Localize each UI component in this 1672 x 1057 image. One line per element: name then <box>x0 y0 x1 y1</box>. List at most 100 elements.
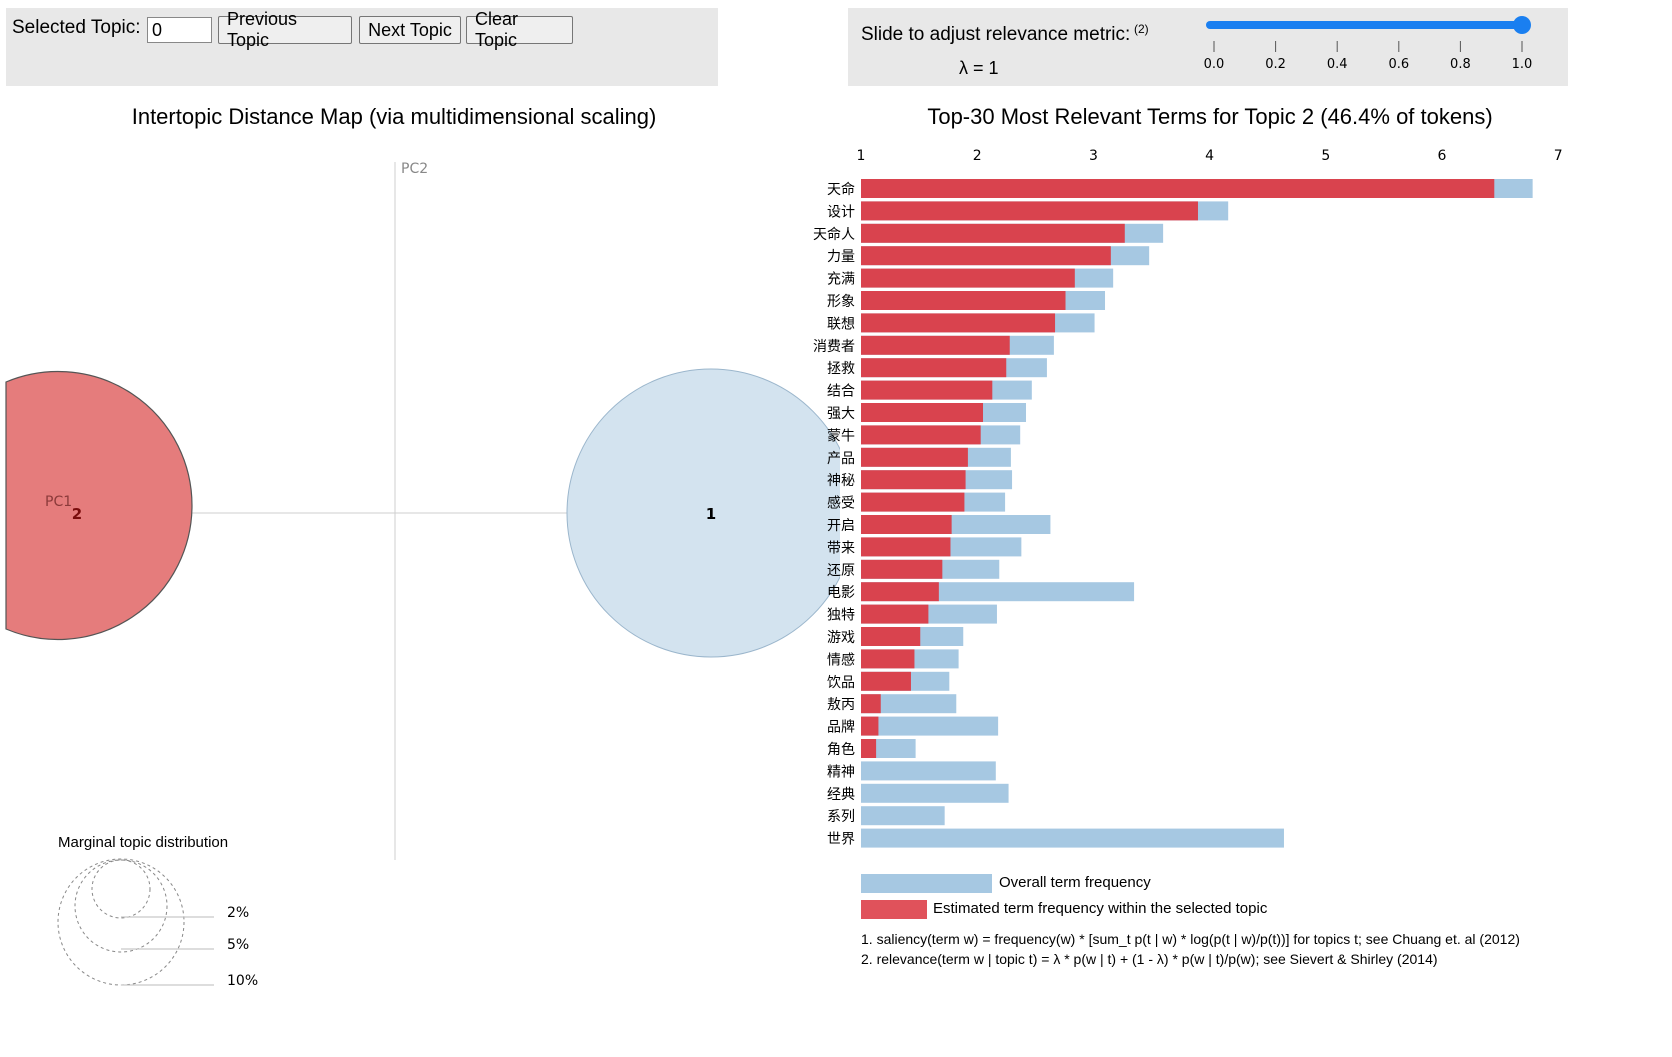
term-label[interactable]: 感受 <box>827 495 855 512</box>
x-tick-label: 2 <box>973 148 982 164</box>
term-label[interactable]: 形象 <box>827 294 855 310</box>
term-label[interactable]: 品牌 <box>827 719 855 736</box>
topic-circle-2[interactable] <box>5 370 193 641</box>
bar-overall[interactable] <box>861 806 945 826</box>
x-tick-label: 5 <box>1321 148 1330 164</box>
term-label[interactable]: 游戏 <box>827 630 855 646</box>
bar-overall[interactable] <box>861 761 996 781</box>
marginal-distribution-legend: 2% 5% 10% <box>57 858 258 989</box>
relevance-slider-panel: Slide to adjust relevance metric: (2) λ … <box>848 8 1568 86</box>
bar-topic[interactable] <box>861 470 966 490</box>
topic-label-1: 1 <box>706 505 716 523</box>
term-label[interactable]: 蒙牛 <box>827 428 855 444</box>
term-label[interactable]: 产品 <box>827 451 855 467</box>
bar-topic[interactable] <box>861 403 984 422</box>
bar-topic[interactable] <box>861 335 1010 355</box>
bar-topic[interactable] <box>861 179 1495 198</box>
marginal-circle-small <box>91 859 151 919</box>
bar-topic[interactable] <box>861 649 915 669</box>
legend-swatch-topic <box>861 900 927 919</box>
bar-overall[interactable] <box>861 694 957 714</box>
term-label[interactable]: 角色 <box>827 741 855 758</box>
pc1-label: PC1 <box>45 494 72 510</box>
legend-label-topic: Estimated term frequency within the sele… <box>933 900 1268 917</box>
bar-topic[interactable] <box>861 268 1075 288</box>
legend-swatch-overall <box>861 874 992 893</box>
marginal-label-2: 2% <box>227 905 249 921</box>
bar-topic[interactable] <box>861 380 993 400</box>
x-tick-label: 7 <box>1554 148 1563 164</box>
relevance-slider[interactable]: 0.0 0.2 0.4 0.6 0.8 1.0 <box>1198 8 1568 86</box>
bar-overall[interactable] <box>861 783 1009 803</box>
term-label[interactable]: 经典 <box>827 787 855 803</box>
term-label[interactable]: 饮品 <box>827 675 855 691</box>
term-label[interactable]: 消费者 <box>813 339 855 355</box>
bar-topic[interactable] <box>861 739 877 758</box>
bar-topic[interactable] <box>861 537 951 557</box>
term-label[interactable]: 天命 <box>827 181 855 198</box>
term-label[interactable]: 力量 <box>827 249 855 265</box>
selected-topic-input[interactable] <box>147 17 212 43</box>
term-label[interactable]: 电影 <box>827 585 855 601</box>
slider-tick-label: 0.4 <box>1327 57 1348 72</box>
bar-topic[interactable] <box>861 201 1198 221</box>
bar-topic[interactable] <box>861 492 965 512</box>
bar-topic[interactable] <box>861 694 881 714</box>
bar-topic[interactable] <box>861 627 921 646</box>
bar-overall[interactable] <box>861 828 1284 848</box>
slider-tick-label: 0.8 <box>1450 57 1471 72</box>
term-label[interactable]: 情感 <box>827 651 855 668</box>
lambda-value-text: λ = 1 <box>959 58 999 78</box>
bar-topic[interactable] <box>861 559 943 579</box>
term-label[interactable]: 天命人 <box>813 226 855 243</box>
term-label[interactable]: 还原 <box>827 563 855 579</box>
topic-control-panel: Selected Topic: Previous Topic Next Topi… <box>6 8 718 86</box>
marginal-distribution-title: Marginal topic distribution <box>58 834 229 851</box>
bar-topic[interactable] <box>861 246 1111 266</box>
bar-topic[interactable] <box>861 223 1125 243</box>
term-label[interactable]: 敖丙 <box>827 697 855 713</box>
slider-thumb[interactable] <box>1513 16 1531 34</box>
term-label[interactable]: 世界 <box>827 832 855 848</box>
slider-tick-label: 0.2 <box>1265 57 1286 72</box>
bar-overall[interactable] <box>861 716 999 736</box>
term-label[interactable]: 充满 <box>827 272 855 288</box>
slider-tick-label: 0.0 <box>1204 57 1225 72</box>
bar-topic[interactable] <box>861 582 939 602</box>
term-label[interactable]: 带来 <box>827 540 855 556</box>
next-topic-button[interactable]: Next Topic <box>359 16 461 44</box>
bar-topic[interactable] <box>861 313 1056 333</box>
term-label[interactable]: 精神 <box>827 764 855 780</box>
x-tick-label: 4 <box>1205 148 1214 164</box>
term-label[interactable]: 强大 <box>827 406 855 422</box>
x-tick-label: 1 <box>857 148 866 164</box>
term-label[interactable]: 开启 <box>827 518 855 534</box>
bar-topic[interactable] <box>861 358 1007 378</box>
bar-topic[interactable] <box>861 604 929 624</box>
term-label[interactable]: 拯救 <box>827 361 855 377</box>
legend-label-overall: Overall term frequency <box>999 874 1151 891</box>
term-label[interactable]: 联想 <box>827 316 855 332</box>
marginal-label-5: 5% <box>227 937 249 953</box>
slider-track[interactable] <box>1206 21 1522 29</box>
bar-topic[interactable] <box>861 425 981 445</box>
term-label[interactable]: 结合 <box>827 384 855 400</box>
term-label[interactable]: 独特 <box>827 608 855 624</box>
x-tick-label: 6 <box>1438 148 1447 164</box>
term-bar-chart: 1 2 3 4 5 6 7 天命设计天命人力量充满形象联想消费者拯救结合强大蒙牛产品神秘感受… <box>813 148 1563 848</box>
bar-topic[interactable] <box>861 291 1066 310</box>
bar-topic[interactable] <box>861 447 968 467</box>
topic-circle-1[interactable] <box>566 368 848 658</box>
term-label[interactable]: 神秘 <box>827 473 855 489</box>
previous-topic-button[interactable]: Previous Topic <box>218 9 352 50</box>
bar-topic[interactable] <box>861 716 879 736</box>
clear-topic-button[interactable]: Clear Topic <box>466 9 573 50</box>
x-tick-label: 3 <box>1089 148 1098 164</box>
term-label[interactable]: 设计 <box>827 204 855 220</box>
bar-topic[interactable] <box>861 515 952 534</box>
topic-label-2: 2 <box>72 505 82 523</box>
term-label[interactable]: 系列 <box>827 809 855 825</box>
bar-topic[interactable] <box>861 671 911 691</box>
marginal-circle-medium <box>74 859 168 953</box>
marginal-label-10: 10% <box>227 973 258 989</box>
